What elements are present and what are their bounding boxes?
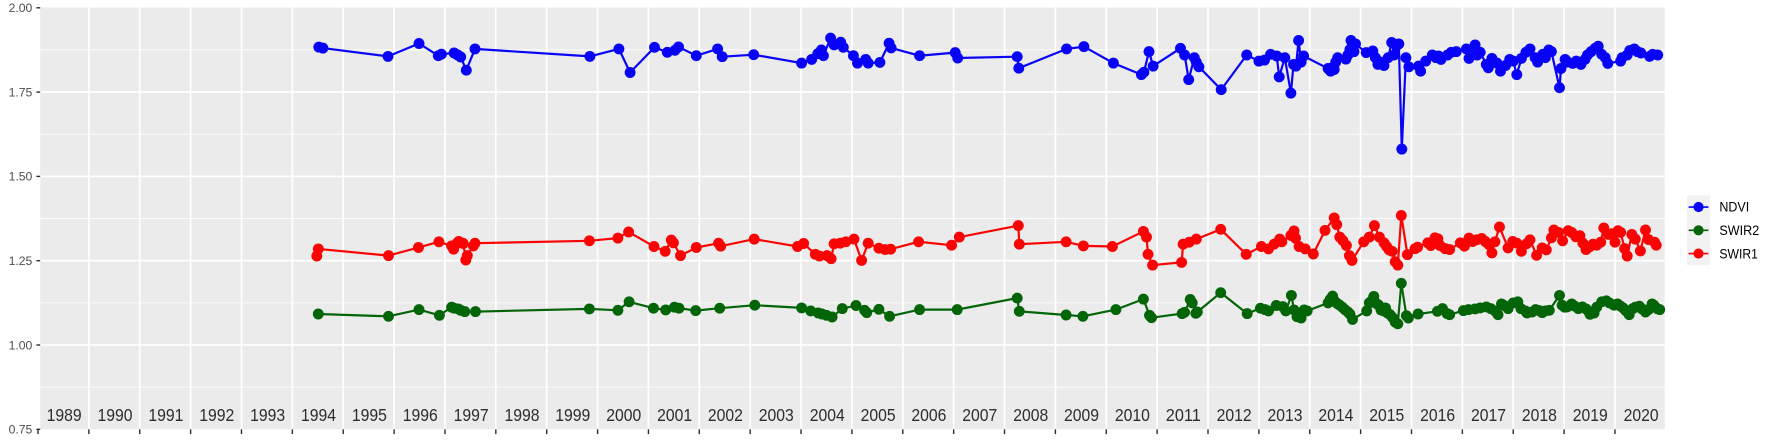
svg-text:1989: 1989 [47, 405, 82, 425]
svg-text:SWIR2: SWIR2 [1719, 223, 1759, 238]
svg-text:0.75: 0.75 [9, 423, 33, 437]
svg-text:2015: 2015 [1369, 405, 1404, 425]
svg-text:2.00: 2.00 [9, 1, 33, 15]
svg-text:2008: 2008 [1013, 405, 1048, 425]
svg-text:2000: 2000 [606, 405, 641, 425]
svg-text:2004: 2004 [810, 405, 845, 425]
svg-text:1.75: 1.75 [9, 85, 33, 99]
svg-text:2012: 2012 [1217, 405, 1252, 425]
svg-text:2014: 2014 [1318, 405, 1353, 425]
svg-text:2006: 2006 [911, 405, 946, 425]
svg-text:2007: 2007 [962, 405, 997, 425]
svg-text:2009: 2009 [1064, 405, 1099, 425]
svg-text:1991: 1991 [148, 405, 183, 425]
svg-text:2018: 2018 [1522, 405, 1557, 425]
svg-text:1998: 1998 [505, 405, 540, 425]
svg-text:1.25: 1.25 [9, 254, 33, 268]
svg-text:1.50: 1.50 [9, 170, 33, 184]
svg-text:2005: 2005 [861, 405, 896, 425]
svg-text:2017: 2017 [1471, 405, 1506, 425]
svg-text:2016: 2016 [1420, 405, 1455, 425]
svg-text:1999: 1999 [555, 405, 590, 425]
svg-text:1996: 1996 [403, 405, 438, 425]
svg-text:1994: 1994 [301, 405, 336, 425]
svg-text:2019: 2019 [1573, 405, 1608, 425]
svg-text:2010: 2010 [1115, 405, 1150, 425]
svg-text:2001: 2001 [657, 405, 692, 425]
svg-text:NDVI: NDVI [1719, 200, 1749, 215]
svg-text:1997: 1997 [454, 405, 489, 425]
svg-text:1993: 1993 [250, 405, 285, 425]
svg-text:1995: 1995 [352, 405, 387, 425]
svg-text:2002: 2002 [708, 405, 743, 425]
svg-text:2020: 2020 [1624, 405, 1659, 425]
svg-text:1990: 1990 [98, 405, 133, 425]
svg-text:SWIR1: SWIR1 [1719, 246, 1758, 261]
svg-text:1.00: 1.00 [9, 338, 33, 352]
svg-text:1992: 1992 [199, 405, 234, 425]
svg-text:2011: 2011 [1166, 405, 1201, 425]
svg-text:2003: 2003 [759, 405, 794, 425]
svg-text:2013: 2013 [1268, 405, 1303, 425]
